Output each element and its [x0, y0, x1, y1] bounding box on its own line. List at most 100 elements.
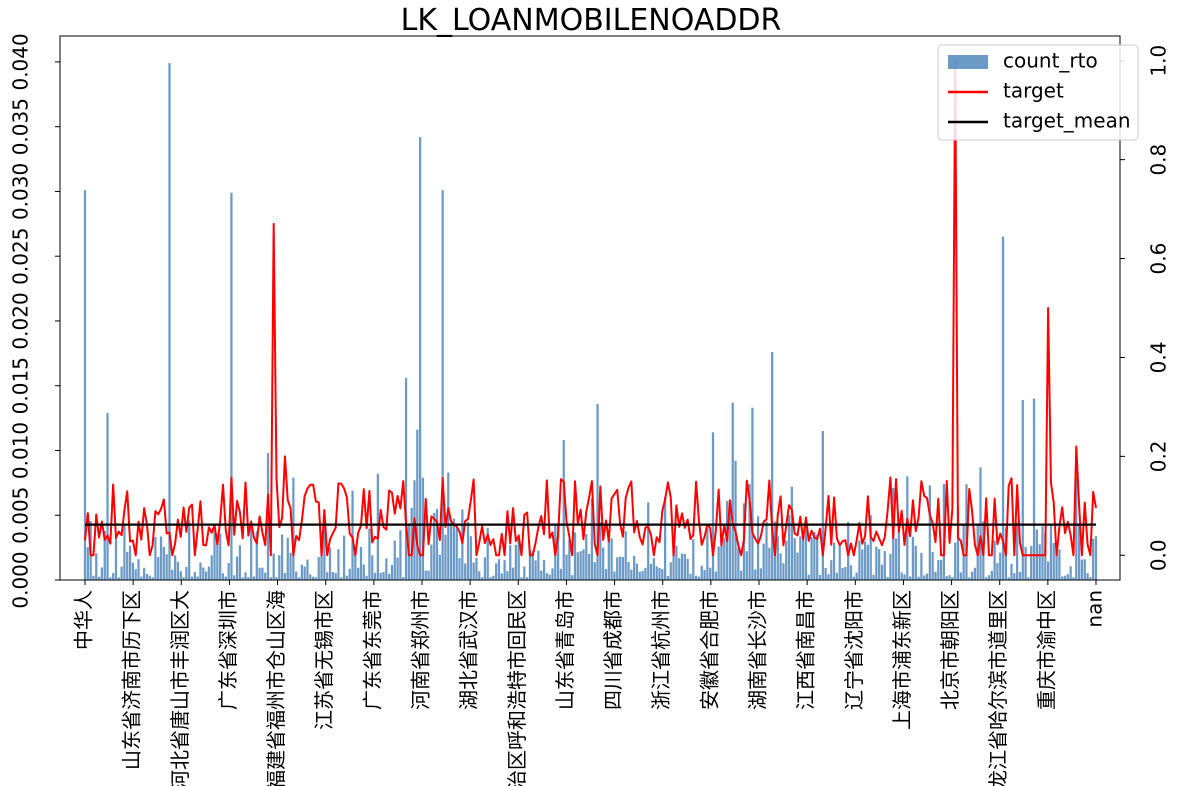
bar-count-rto [664, 496, 667, 580]
bar-count-rto [266, 453, 270, 580]
x-tick-label: 内蒙古自治区呼和浩特市回民区 [505, 590, 529, 786]
x-tick-label: 浙江省杭州市 [649, 590, 673, 710]
bar-count-rto [551, 568, 554, 580]
bar-count-rto [399, 530, 402, 580]
bar-count-rto [416, 429, 419, 580]
bar-count-rto [176, 561, 180, 580]
bar-count-rto [909, 576, 912, 580]
bar-count-rto [765, 521, 768, 580]
bar-count-rto [357, 567, 360, 580]
bar-count-rto [779, 553, 782, 580]
bar-count-rto [438, 554, 441, 580]
bar-count-rto [838, 546, 841, 580]
bar-count-rto [880, 564, 884, 580]
bar-count-rto [968, 577, 971, 580]
bar-count-rto [92, 575, 95, 580]
bar-count-rto [258, 567, 261, 580]
x-tick-label: 北京市朝阳区 [938, 590, 962, 710]
bar-count-rto [1080, 559, 1084, 580]
bar-count-rto [292, 477, 295, 580]
bar-count-rto [618, 556, 622, 580]
x-tick-label: 辽宁省沈阳市 [842, 590, 866, 710]
bar-count-rto [289, 552, 292, 580]
bar-count-rto [669, 562, 672, 580]
bar-count-rto [680, 553, 684, 580]
bar-count-rto [95, 553, 98, 580]
bar-count-rto [385, 558, 388, 580]
bar-count-rto [1007, 577, 1010, 580]
bar-count-rto [433, 512, 436, 580]
bar-count-rto [709, 567, 712, 580]
bar-count-rto [987, 575, 991, 580]
bar-count-rto [103, 530, 106, 580]
bar-count-rto [283, 573, 287, 580]
bar-count-rto [534, 560, 537, 580]
bar-count-rto [748, 484, 751, 580]
bar-count-rto [649, 563, 653, 580]
bar-count-rto [165, 554, 168, 580]
bar-count-rto [393, 540, 396, 580]
bar-count-rto [985, 577, 988, 580]
x-tick-label: 山东省青岛市 [553, 590, 577, 710]
bar-count-rto [993, 540, 996, 580]
bar-count-rto [1024, 547, 1027, 580]
bar-count-rto [342, 535, 346, 580]
bar-count-rto [275, 577, 278, 580]
bar-count-rto [576, 552, 579, 580]
bar-count-rto [762, 543, 765, 580]
bar-count-rto [213, 530, 216, 580]
bar-count-rto [480, 577, 484, 580]
x-tick-label: 湖南省长沙市 [746, 590, 770, 710]
bar-count-rto [461, 509, 464, 580]
x-tick-label: nan [1083, 590, 1107, 628]
bar-count-rto [621, 557, 625, 580]
bar-count-rto [728, 507, 732, 580]
bar-count-rto [852, 576, 855, 580]
bar-count-rto [123, 524, 126, 580]
y-left-tick-label: 0.010 [9, 422, 33, 479]
bar-count-rto [216, 534, 219, 580]
bar-count-rto [134, 569, 137, 580]
bar-count-rto [1083, 559, 1086, 580]
bar-count-rto [317, 557, 320, 580]
bar-count-rto [235, 556, 239, 580]
bar-count-rto [368, 528, 371, 580]
bar-count-rto [379, 572, 382, 580]
bar-count-rto [337, 549, 340, 580]
bar-count-rto [509, 545, 512, 580]
bar-count-rto [616, 557, 619, 580]
bar-count-rto [959, 572, 962, 580]
bar-count-rto [568, 539, 571, 580]
bar-count-rto [683, 553, 686, 580]
y-left-tick-label: 0.005 [9, 487, 33, 544]
bar-count-rto [173, 555, 177, 580]
bar-count-rto [297, 577, 301, 580]
bar-count-rto [419, 137, 422, 580]
bar-count-rto [917, 576, 920, 580]
bar-count-rto [1089, 577, 1092, 580]
bar-count-rto [652, 558, 655, 580]
bar-count-rto [1092, 538, 1095, 580]
x-tick-label: 广东省深圳市 [216, 590, 240, 710]
bar-count-rto [686, 558, 689, 580]
bar-count-rto [286, 537, 289, 580]
legend-entry-count-rto-label: count_rto [1003, 49, 1098, 73]
bar-count-rto [238, 545, 242, 580]
bar-count-rto [334, 572, 337, 580]
bar-count-rto [157, 557, 160, 580]
bar-count-rto [582, 549, 585, 580]
bar-count-rto [571, 575, 574, 580]
bar-count-rto [151, 577, 154, 580]
bar-count-rto [818, 574, 822, 580]
x-tick-label: 黑龙江省哈尔滨市道里区 [986, 590, 1010, 786]
bar-count-rto [956, 506, 960, 580]
bar-count-rto [421, 477, 425, 580]
y-left-tick-label: 0.015 [9, 357, 33, 414]
bar-count-rto [531, 550, 534, 580]
bar-count-rto [1001, 236, 1005, 580]
bar-count-rto [790, 486, 793, 580]
bar-count-rto [740, 570, 743, 580]
bar-count-rto [897, 529, 900, 580]
bar-count-rto [1055, 552, 1058, 580]
